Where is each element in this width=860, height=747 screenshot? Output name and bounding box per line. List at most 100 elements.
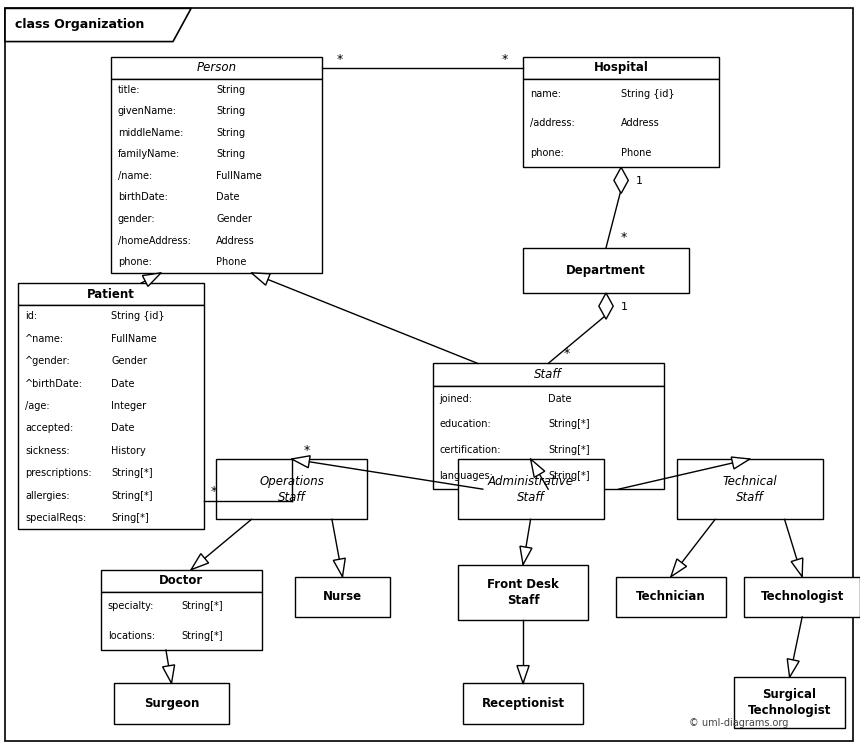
Text: ^name:: ^name: — [25, 334, 64, 344]
Text: String: String — [216, 149, 245, 159]
Bar — [433, 364, 664, 385]
Polygon shape — [731, 457, 750, 469]
Text: Surgeon: Surgeon — [144, 697, 200, 710]
Bar — [433, 385, 664, 489]
Bar — [101, 592, 261, 650]
Text: certification:: certification: — [439, 445, 501, 456]
Text: specialReqs:: specialReqs: — [25, 513, 86, 523]
Text: String[*]: String[*] — [548, 471, 590, 481]
Text: *: * — [621, 232, 627, 244]
Polygon shape — [517, 666, 529, 684]
Polygon shape — [5, 8, 191, 42]
Text: Phone: Phone — [216, 257, 247, 267]
Text: accepted:: accepted: — [25, 424, 73, 433]
Bar — [458, 459, 604, 519]
Bar — [295, 577, 390, 617]
Text: *: * — [563, 347, 569, 360]
Bar — [523, 57, 719, 78]
Text: String {id}: String {id} — [621, 89, 675, 99]
Text: /name:: /name: — [118, 171, 152, 181]
Text: Nurse: Nurse — [322, 590, 362, 604]
Text: class Organization: class Organization — [15, 19, 144, 31]
Polygon shape — [163, 665, 175, 684]
Text: Staff: Staff — [534, 368, 562, 381]
Polygon shape — [614, 167, 629, 193]
Text: gender:: gender: — [118, 214, 156, 224]
Text: Doctor: Doctor — [159, 574, 203, 587]
Text: /address:: /address: — [530, 118, 574, 128]
Text: String: String — [216, 128, 245, 137]
Polygon shape — [520, 546, 532, 565]
Text: 1: 1 — [621, 302, 628, 312]
Text: languages:: languages: — [439, 471, 494, 481]
Text: Hospital: Hospital — [593, 61, 648, 74]
Bar — [744, 577, 860, 617]
Text: Sring[*]: Sring[*] — [111, 513, 149, 523]
Text: /age:: /age: — [25, 401, 50, 411]
Text: *: * — [337, 53, 343, 66]
Bar — [101, 570, 261, 592]
Text: specialty:: specialty: — [108, 601, 154, 611]
Bar — [523, 248, 689, 293]
Text: Technologist: Technologist — [760, 590, 844, 604]
Text: String[*]: String[*] — [548, 419, 590, 430]
Text: phone:: phone: — [530, 148, 564, 158]
Text: id:: id: — [25, 311, 37, 321]
Bar — [18, 305, 204, 530]
Polygon shape — [292, 456, 310, 468]
Text: Date: Date — [111, 424, 135, 433]
Text: Date: Date — [216, 193, 240, 202]
Text: birthDate:: birthDate: — [118, 193, 168, 202]
Text: String {id}: String {id} — [111, 311, 165, 321]
Polygon shape — [531, 459, 544, 477]
Text: education:: education: — [439, 419, 491, 430]
Text: prescriptions:: prescriptions: — [25, 468, 92, 478]
Text: Front Desk
Staff: Front Desk Staff — [487, 577, 559, 607]
Text: Operations
Staff: Operations Staff — [259, 474, 324, 503]
Text: joined:: joined: — [439, 394, 472, 403]
Bar — [216, 459, 367, 519]
Text: locations:: locations: — [108, 630, 155, 640]
Text: FullName: FullName — [111, 334, 157, 344]
Text: String[*]: String[*] — [111, 468, 153, 478]
Text: String[*]: String[*] — [181, 601, 223, 611]
Text: Date: Date — [111, 379, 135, 388]
Bar — [18, 283, 204, 305]
Polygon shape — [251, 273, 270, 285]
Bar — [463, 684, 583, 724]
Polygon shape — [143, 273, 161, 286]
Bar — [734, 678, 845, 728]
Text: title:: title: — [118, 84, 140, 95]
Text: Receptionist: Receptionist — [482, 697, 565, 710]
Text: givenName:: givenName: — [118, 106, 176, 116]
Text: Phone: Phone — [621, 148, 652, 158]
Text: allergies:: allergies: — [25, 491, 70, 500]
Bar — [114, 684, 230, 724]
Text: Surgical
Technologist: Surgical Technologist — [748, 688, 832, 717]
Text: Gender: Gender — [216, 214, 252, 224]
Bar — [616, 577, 726, 617]
Text: sickness:: sickness: — [25, 446, 70, 456]
Polygon shape — [599, 293, 613, 319]
Text: String[*]: String[*] — [548, 445, 590, 456]
Text: FullName: FullName — [216, 171, 262, 181]
Text: 1: 1 — [636, 176, 642, 187]
Text: *: * — [211, 485, 218, 498]
Text: ^birthDate:: ^birthDate: — [25, 379, 83, 388]
Text: Technician: Technician — [636, 590, 706, 604]
Text: Address: Address — [216, 235, 255, 246]
Polygon shape — [791, 558, 802, 577]
Bar — [677, 459, 823, 519]
Text: Technical
Staff: Technical Staff — [722, 474, 777, 503]
Text: *: * — [304, 444, 310, 457]
Text: String[*]: String[*] — [111, 491, 153, 500]
Bar — [458, 565, 588, 620]
Polygon shape — [671, 559, 686, 577]
Text: String: String — [216, 84, 245, 95]
Bar — [523, 78, 719, 167]
Text: /homeAddress:: /homeAddress: — [118, 235, 191, 246]
Text: String: String — [216, 106, 245, 116]
Bar — [111, 78, 322, 273]
Text: Integer: Integer — [111, 401, 146, 411]
Bar — [111, 57, 322, 78]
